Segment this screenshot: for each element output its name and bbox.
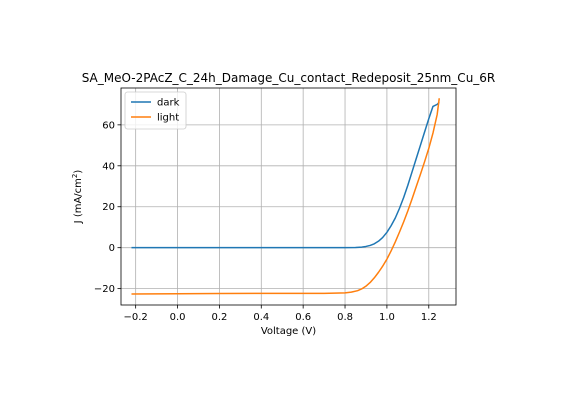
grid-lines bbox=[121, 88, 456, 305]
series-layer bbox=[131, 98, 440, 295]
x-tick-label: 0.4 bbox=[253, 312, 269, 323]
y-axis-label-main: J (mA/cm bbox=[73, 178, 84, 224]
legend: dark light bbox=[124, 91, 187, 130]
x-tick-label: 0.0 bbox=[170, 312, 186, 323]
x-tick-label: −0.2 bbox=[124, 312, 148, 323]
x-tick-label: 1.2 bbox=[421, 312, 437, 323]
x-tick-label: 0.6 bbox=[295, 312, 311, 323]
y-axis-label-close: ) bbox=[73, 170, 84, 174]
x-tick-label: 0.8 bbox=[337, 312, 353, 323]
x-tick-label: 0.2 bbox=[211, 312, 227, 323]
x-axis-label: Voltage (V) bbox=[261, 326, 316, 337]
x-tick-label: 1.0 bbox=[379, 312, 395, 323]
series-line-dark bbox=[131, 101, 440, 249]
y-axis-label-superscript: 2 bbox=[71, 174, 79, 178]
y-tick-label: −20 bbox=[94, 284, 115, 295]
y-tick-label: 60 bbox=[102, 120, 115, 131]
y-tick-label: 40 bbox=[102, 161, 115, 172]
y-tick-label: 0 bbox=[109, 243, 115, 254]
chart-title: SA_MeO-2PAcZ_C_24h_Damage_Cu_contact_Red… bbox=[82, 71, 496, 85]
axis-ticks: −0.2 0.0 0.2 0.4 0.6 0.8 1.0 1.2 −20 0 20 40 60 bbox=[94, 120, 437, 323]
legend-label-light: light bbox=[157, 113, 179, 124]
legend-label-dark: dark bbox=[157, 98, 180, 109]
plot-frame bbox=[120, 87, 457, 306]
y-axis-label: J (mA/cm2) bbox=[71, 170, 84, 225]
series-line-light bbox=[131, 98, 440, 295]
y-tick-label: 20 bbox=[102, 202, 115, 213]
